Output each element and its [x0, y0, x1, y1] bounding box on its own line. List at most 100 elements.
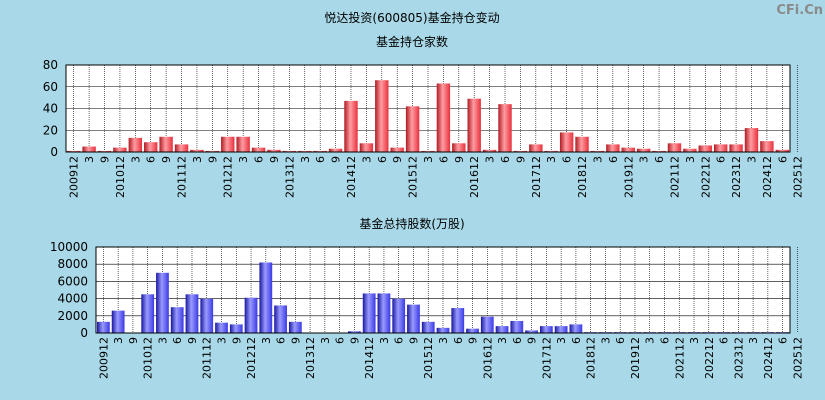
watermark-logo: CFi.Cn: [776, 3, 823, 18]
y-tick-label: 6000: [57, 274, 88, 288]
x-tick-label: 6: [653, 156, 666, 163]
bar: [156, 272, 169, 333]
x-tick-label: 6: [275, 337, 288, 344]
bar: [190, 149, 204, 152]
bar: [480, 316, 494, 333]
x-tick-label: 201612: [468, 156, 481, 198]
bar: [544, 150, 558, 152]
x-tick-label: 3: [360, 156, 373, 163]
bar: [362, 293, 376, 333]
x-tick-label: 9: [160, 156, 173, 163]
bar: [436, 327, 450, 333]
bar: [274, 305, 287, 333]
x-tick-label: 3: [555, 337, 568, 344]
bar: [498, 104, 512, 152]
bar: [539, 326, 553, 333]
bar: [405, 106, 420, 152]
bar: [559, 132, 574, 152]
x-tick-label: 201212: [245, 337, 258, 379]
y-tick-label: 4000: [57, 292, 88, 306]
x-tick-label: 201212: [222, 156, 235, 198]
bar: [215, 322, 228, 333]
x-tick-label: 6: [171, 337, 184, 344]
x-tick-label: 3: [747, 337, 760, 344]
bar: [267, 149, 281, 152]
x-tick-label: 3: [378, 337, 391, 344]
x-tick-label: 202412: [762, 337, 775, 379]
bar: [128, 137, 143, 152]
x-tick-label: 202112: [673, 337, 686, 379]
bar: [621, 147, 635, 152]
x-tick-label: 3: [216, 337, 229, 344]
x-tick-label: 3: [299, 156, 312, 163]
x-tick-label: 202112: [668, 156, 681, 198]
bar: [590, 150, 605, 152]
bar: [569, 324, 583, 333]
bar: [525, 330, 538, 333]
bar: [111, 310, 125, 333]
bar: [97, 150, 112, 152]
x-tick-label: 9: [514, 156, 527, 163]
x-tick-label: 201012: [114, 156, 127, 198]
x-tick-label: 201312: [304, 337, 317, 379]
bar: [698, 145, 712, 152]
bar: [760, 141, 774, 152]
x-tick-label: 6: [452, 337, 465, 344]
x-tick-label: 9: [230, 337, 243, 344]
x-tick-label: 201012: [142, 337, 155, 379]
bar: [375, 80, 389, 152]
y-tick-label: 2000: [57, 309, 88, 323]
bar: [390, 147, 404, 152]
x-tick-label: 9: [391, 156, 404, 163]
y-tick-label: 8000: [57, 257, 88, 271]
x-tick-label: 6: [253, 156, 266, 163]
bar: [482, 149, 497, 152]
x-tick-label: 9: [289, 337, 302, 344]
x-tick-label: 6: [614, 337, 627, 344]
x-tick-label: 201812: [585, 337, 598, 379]
bar: [244, 297, 258, 333]
bar: [97, 321, 110, 333]
bar: [744, 128, 759, 152]
bar: [466, 328, 479, 333]
x-tick-label: 200912: [68, 156, 81, 198]
bar: [451, 308, 465, 333]
x-tick-label: 201112: [201, 337, 214, 379]
x-tick-label: 202312: [732, 337, 745, 379]
x-tick-label: 9: [186, 337, 199, 344]
bar: [467, 98, 481, 152]
x-tick-label: 6: [437, 156, 450, 163]
bar: [510, 320, 524, 333]
x-tick-label: 3: [684, 156, 697, 163]
x-tick-label: 3: [191, 156, 204, 163]
y-tick-label: 60: [43, 80, 58, 94]
x-tick-label: 201912: [622, 156, 635, 198]
x-tick-label: 201912: [629, 337, 642, 379]
bar: [407, 304, 420, 333]
bar: [421, 321, 435, 333]
x-tick-label: 3: [638, 156, 651, 163]
bar: [421, 150, 435, 152]
bar: [82, 146, 96, 152]
x-tick-label: 202212: [699, 156, 712, 198]
x-tick-label: 6: [334, 337, 347, 344]
x-tick-label: 3: [83, 156, 96, 163]
bar: [636, 148, 651, 152]
bar: [575, 136, 589, 152]
y-tick-label: 80: [43, 58, 58, 72]
x-tick-label: 3: [688, 337, 701, 344]
bar: [174, 144, 189, 152]
bar: [667, 143, 682, 152]
x-tick-label: 9: [206, 156, 219, 163]
x-tick-label: 3: [129, 156, 142, 163]
x-tick-label: 9: [526, 337, 539, 344]
bar: [229, 324, 243, 333]
x-tick-label: 9: [99, 156, 112, 163]
x-tick-label: 201412: [363, 337, 376, 379]
x-tick-label: 9: [330, 156, 343, 163]
y-tick-label: 40: [43, 102, 58, 116]
x-tick-label: 9: [127, 337, 140, 344]
bar: [185, 294, 199, 333]
